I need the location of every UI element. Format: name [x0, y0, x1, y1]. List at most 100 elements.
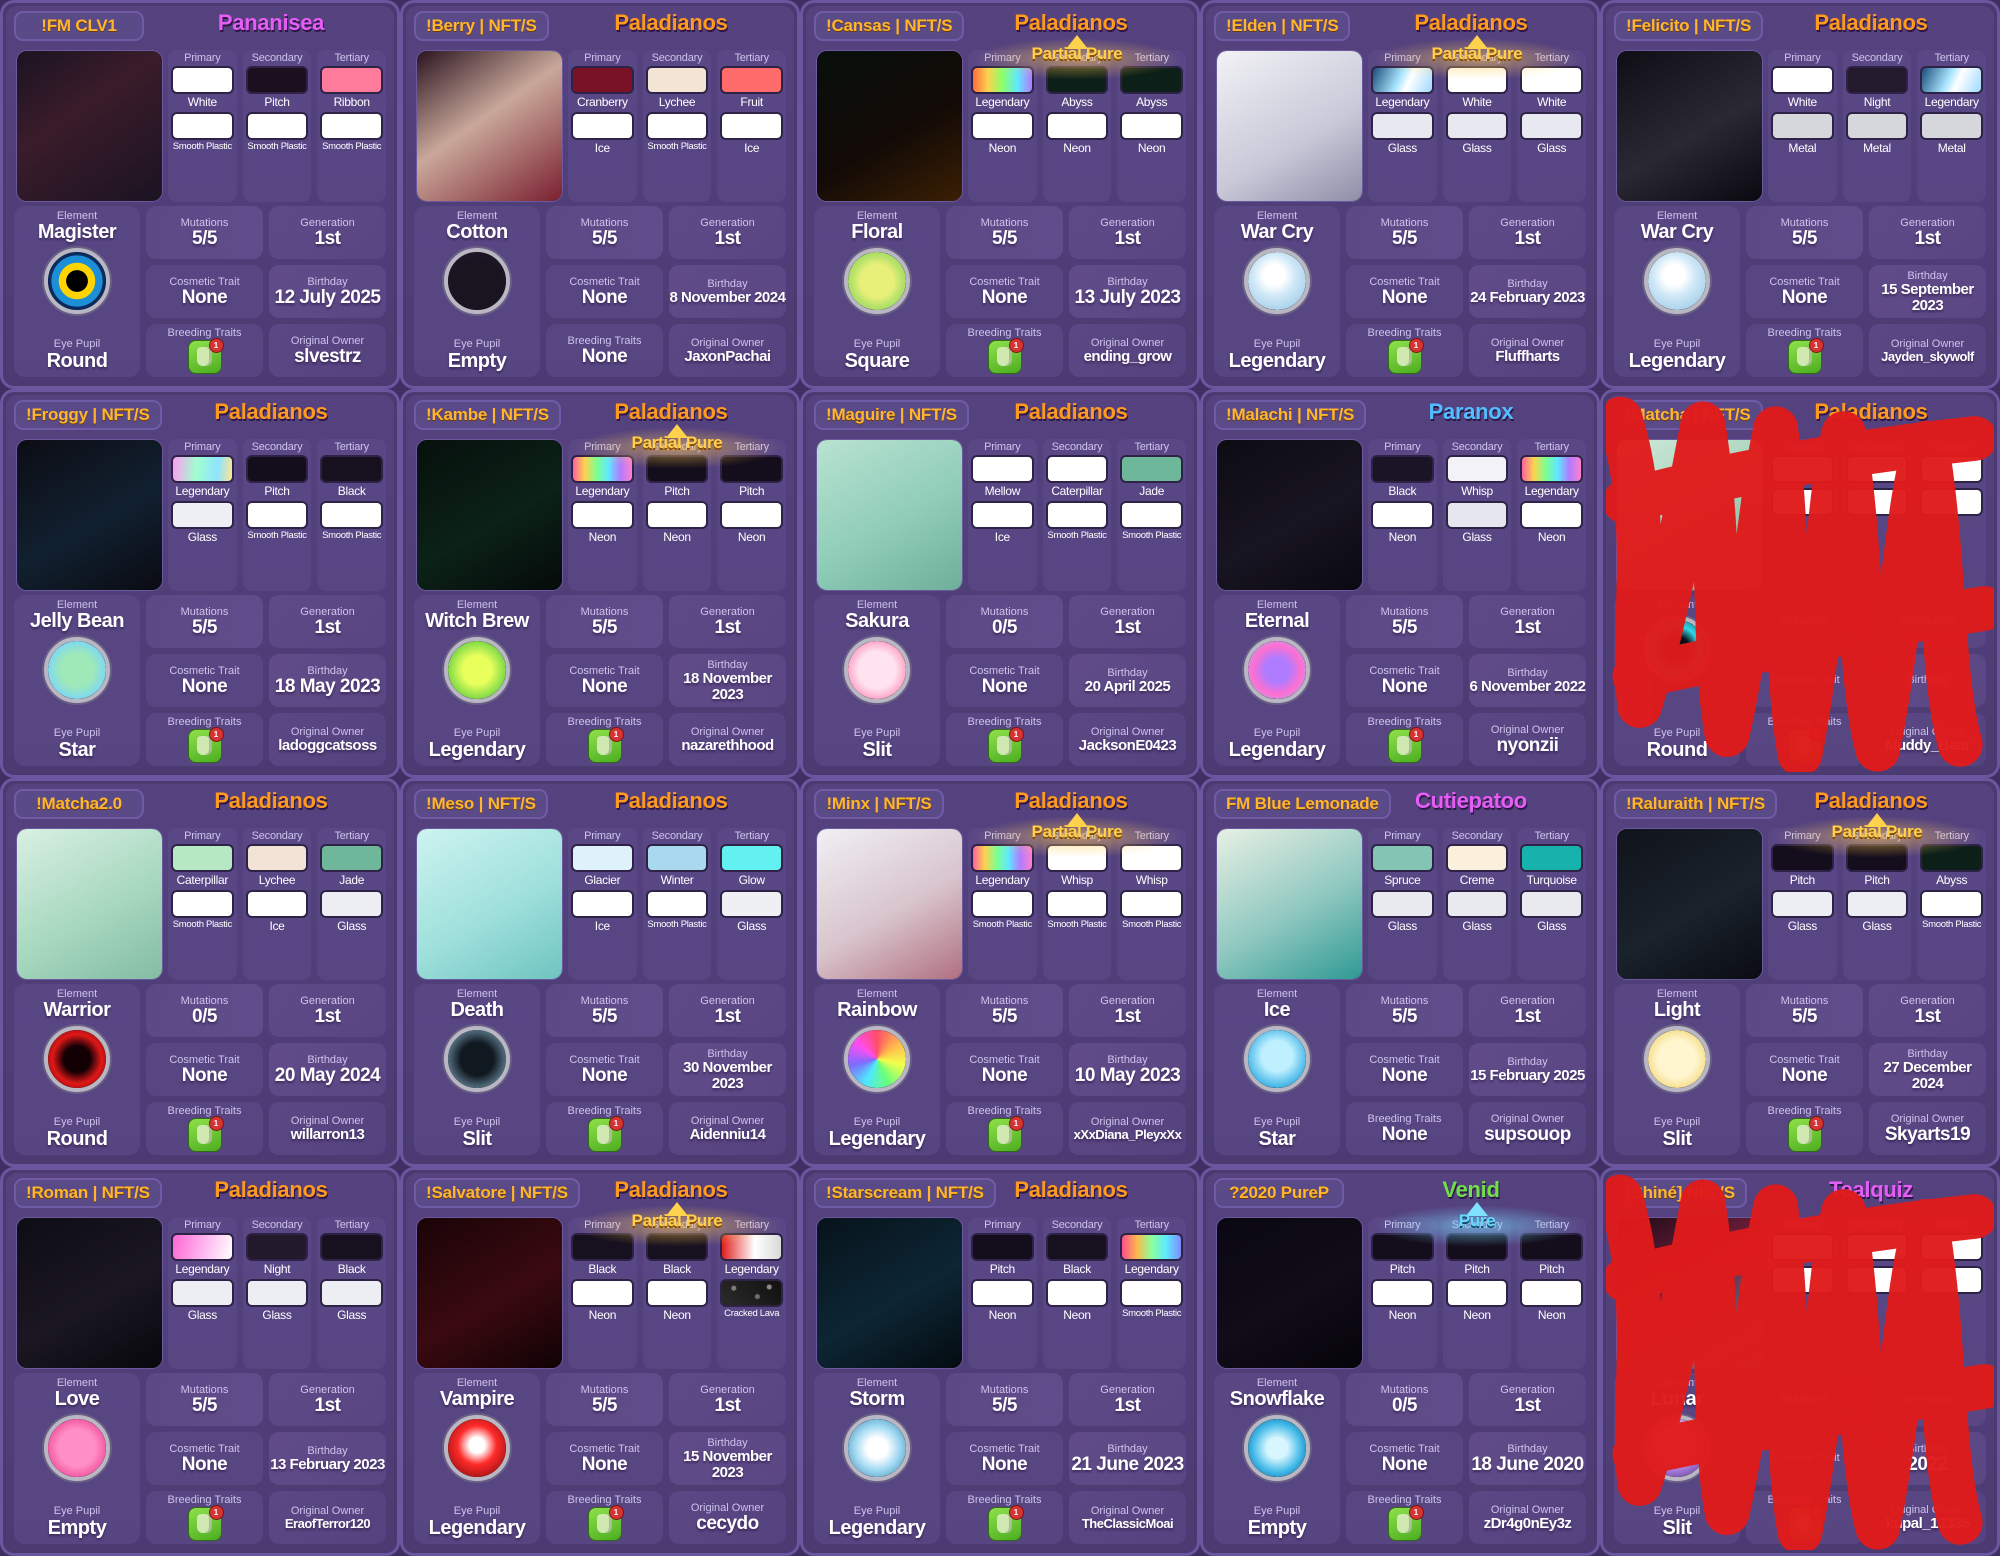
pet-portrait[interactable]: [1216, 50, 1363, 202]
pet-portrait[interactable]: [1616, 50, 1763, 202]
pet-name-pill[interactable]: !Froggy | NFT/S: [14, 400, 162, 430]
pet-name-pill[interactable]: !Matcha2.0: [14, 789, 144, 819]
pet-card[interactable]: !Felicito | NFT/S Paladianos Primary Whi…: [1600, 0, 2000, 389]
pet-card[interactable]: !Malachi | NFT/S Paranox Primary Black N…: [1200, 389, 1600, 778]
pet-name-pill[interactable]: !Roman | NFT/S: [14, 1178, 162, 1208]
stat-generation: Generation 1st: [1469, 984, 1586, 1037]
pet-card[interactable]: !Roman | NFT/S Paladianos Primary Legend…: [0, 1167, 400, 1556]
pet-name-pill[interactable]: !Elden | NFT/S: [1214, 11, 1351, 41]
pet-card[interactable]: !Matcha | NFT/S Paladianos Primary Secon…: [1600, 389, 2000, 778]
card-inner: !Malachi | NFT/S Paranox Primary Black N…: [1206, 395, 1594, 772]
pet-card[interactable]: !Cansas | NFT/S Paladianos Partial Pure …: [800, 0, 1200, 389]
pet-portrait[interactable]: [416, 828, 563, 980]
pet-portrait[interactable]: [1616, 1217, 1763, 1369]
stat-mutations: Mutations: [1746, 1373, 1863, 1426]
pet-card[interactable]: !Elden | NFT/S Paladianos Partial Pure P…: [1200, 0, 1600, 389]
element-orb-icon: [844, 248, 910, 314]
stat-mutations: Mutations 5/5: [1746, 984, 1863, 1037]
pet-portrait[interactable]: [16, 439, 163, 591]
pet-portrait[interactable]: [1216, 828, 1363, 980]
color-swatch-tertiary: [1120, 1233, 1184, 1261]
color-swatch-tertiary: [1520, 455, 1584, 483]
stat-breeding-traits: Breeding Traits 1: [1746, 324, 1863, 377]
pet-card[interactable]: !Salvatore | NFT/S Paladianos Partial Pu…: [400, 1167, 800, 1556]
portrait-image: [817, 1218, 962, 1368]
pet-name-pill[interactable]: FM Blue Lemonade: [1214, 789, 1391, 819]
wing-watermark-icon: [669, 984, 786, 1037]
pet-portrait[interactable]: [1216, 439, 1363, 591]
material-name-secondary: Metal: [1863, 140, 1891, 155]
pet-portrait[interactable]: [816, 828, 963, 980]
pet-card[interactable]: !Kambe | NFT/S Paladianos Partial Pure P…: [400, 389, 800, 778]
potion-glyph: [1797, 347, 1812, 367]
pet-name-pill[interactable]: !Cansas | NFT/S: [814, 11, 965, 41]
material-swatch-tertiary: [1520, 889, 1584, 918]
pet-card[interactable]: FM Blue Lemonade Cutiepatoo Primary Spru…: [1200, 778, 1600, 1167]
stat-original-owner: Original Owner supsouop: [1469, 1102, 1586, 1155]
pet-portrait[interactable]: [416, 50, 563, 202]
pet-portrait[interactable]: [416, 439, 563, 591]
material-swatch-tertiary: [1120, 111, 1184, 140]
pet-name-pill[interactable]: !Raluraith | NFT/S: [1614, 789, 1778, 819]
portrait-image: [17, 829, 162, 979]
pet-name-pill[interactable]: !Meso | NFT/S: [414, 789, 548, 819]
pet-portrait[interactable]: [16, 1217, 163, 1369]
dna-watermark-icon: [1746, 206, 1863, 259]
pet-portrait[interactable]: [416, 1217, 563, 1369]
pet-card[interactable]: !Raluraith | NFT/S Paladianos Partial Pu…: [1600, 778, 2000, 1167]
pet-portrait[interactable]: [1216, 1217, 1363, 1369]
generation-label: Generation: [1100, 216, 1155, 229]
pet-portrait[interactable]: [16, 828, 163, 980]
dna-watermark-icon: [546, 1373, 663, 1426]
trait-column-tertiary: Tertiary Pitch Neon: [1517, 1217, 1587, 1369]
pet-portrait[interactable]: [816, 50, 963, 202]
pet-card[interactable]: !Meso | NFT/S Paladianos Primary Glacier…: [400, 778, 800, 1167]
original-owner-value: JacksonE0423: [1078, 736, 1177, 754]
pet-name-label: !Starscream | NFT/S: [826, 1183, 984, 1202]
pet-card[interactable]: ?2020 PureP Venid Pure Primary Pitch Neo…: [1200, 1167, 1600, 1556]
pet-card[interactable]: !Minx | NFT/S Paladianos Partial Pure Pr…: [800, 778, 1200, 1167]
pet-name-label: !Felicito | NFT/S: [1626, 16, 1752, 35]
color-name-secondary: Pitch: [264, 484, 290, 498]
pet-name-pill[interactable]: !Starscream | NFT/S: [814, 1178, 996, 1208]
pet-name-pill[interactable]: !Matcha | NFT/S: [1614, 400, 1763, 430]
pet-card[interactable]: !Maguire | NFT/S Paladianos Primary Mell…: [800, 389, 1200, 778]
eye-pupil-label: Eye Pupil: [853, 1116, 901, 1128]
pet-portrait[interactable]: [1616, 828, 1763, 980]
pet-card[interactable]: !Starscream | NFT/S Paladianos Primary P…: [800, 1167, 1200, 1556]
pet-name-pill[interactable]: !Felicito | NFT/S: [1614, 11, 1764, 41]
stat-breeding-traits: Breeding Traits 1: [1346, 324, 1463, 377]
pet-name-pill[interactable]: [Shiné] NFT/S: [1614, 1178, 1747, 1208]
pet-card[interactable]: !Berry | NFT/S Paladianos Primary Cranbe…: [400, 0, 800, 389]
pet-portrait[interactable]: [16, 50, 163, 202]
pet-portrait[interactable]: [816, 1217, 963, 1369]
pet-name-pill[interactable]: !Salvatore | NFT/S: [414, 1178, 580, 1208]
birthday-value: 20 April 2025: [1084, 677, 1171, 695]
pet-card[interactable]: !FM CLV1 Pananisea Primary White Smooth …: [0, 0, 400, 389]
pet-name-pill[interactable]: ?2020 PureP: [1214, 1178, 1344, 1208]
color-swatch-tertiary: [1920, 66, 1984, 94]
pet-name-pill[interactable]: !Kambe | NFT/S: [414, 400, 561, 430]
owner-watermark-icon: [269, 713, 386, 766]
pet-name-pill[interactable]: !Maguire | NFT/S: [814, 400, 969, 430]
card-header: [Shiné] NFT/S Tealquiz: [1614, 1177, 1986, 1210]
material-name-secondary: Glass: [1862, 918, 1892, 933]
trait-label-tertiary: Tertiary: [734, 441, 769, 453]
pet-portrait[interactable]: [1616, 439, 1763, 591]
birthday-label: Birthday: [307, 1053, 348, 1066]
pet-name-pill[interactable]: !Berry | NFT/S: [414, 11, 549, 41]
element-panel: Element Jelly Bean Eye Pupil Star: [14, 595, 140, 766]
pet-name-pill[interactable]: !FM CLV1: [14, 11, 144, 41]
generation-label: Generation: [700, 605, 755, 618]
mutations-label: Mutations: [1380, 605, 1429, 618]
pet-card[interactable]: [Shiné] NFT/S Tealquiz Primary Secondary…: [1600, 1167, 2000, 1556]
pet-card[interactable]: !Froggy | NFT/S Paladianos Primary Legen…: [0, 389, 400, 778]
breeding-count-badge: 1: [1008, 1504, 1024, 1520]
pet-name-pill[interactable]: !Malachi | NFT/S: [1214, 400, 1367, 430]
eye-pupil-label: Eye Pupil: [453, 1116, 501, 1128]
pet-card[interactable]: !Matcha2.0 Paladianos Primary Caterpilla…: [0, 778, 400, 1167]
eye-pupil-value: Round: [1646, 739, 1708, 761]
pet-name-pill[interactable]: !Minx | NFT/S: [814, 789, 944, 819]
pet-portrait[interactable]: [816, 439, 963, 591]
eye-pupil-label: Eye Pupil: [1253, 727, 1301, 739]
